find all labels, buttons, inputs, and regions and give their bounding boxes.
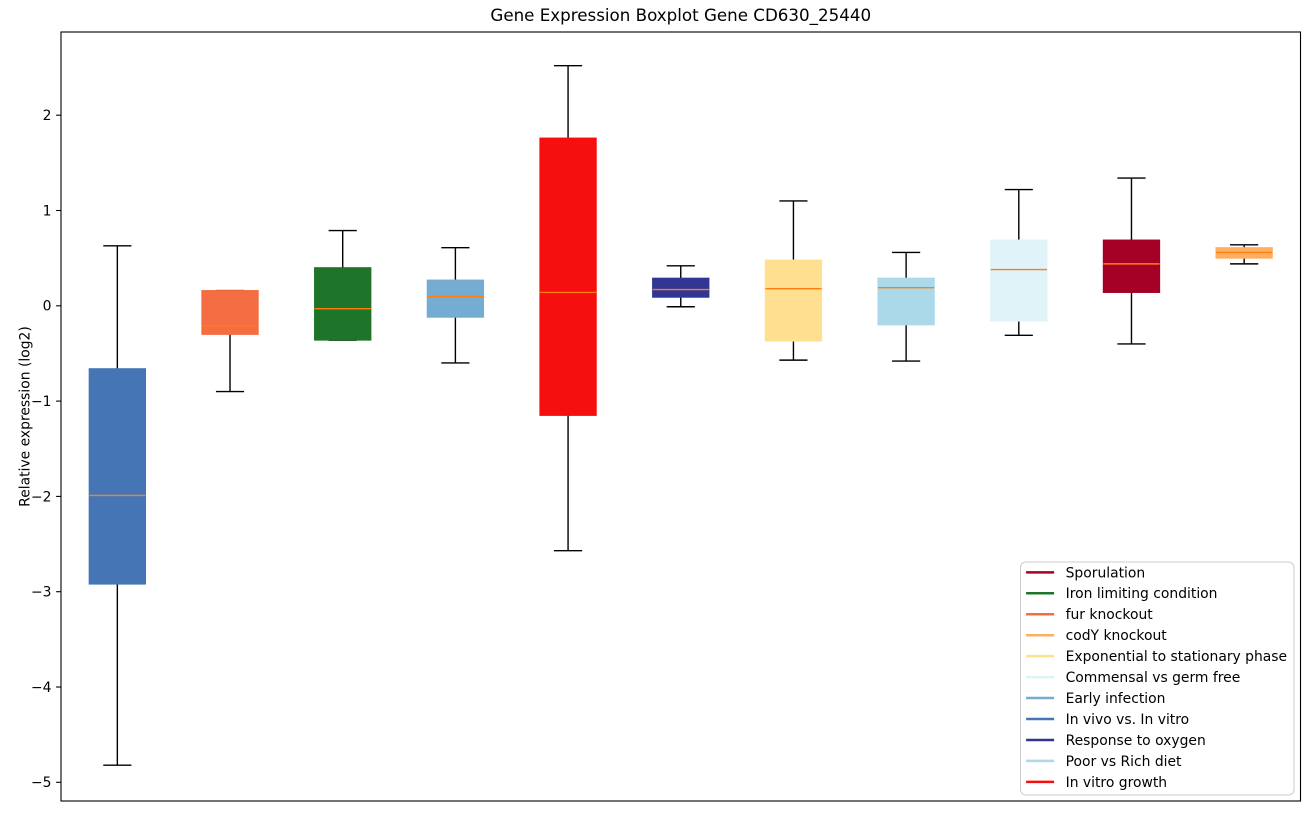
legend-label: Exponential to stationary phase bbox=[1066, 649, 1288, 665]
legend-entry: codY knockout bbox=[1026, 628, 1167, 644]
axes-frame bbox=[60, 31, 1302, 802]
y-tick-label: 0 bbox=[43, 299, 52, 315]
box-rect bbox=[426, 279, 485, 318]
legend-entry: Response to oxygen bbox=[1026, 733, 1206, 749]
boxplot-box-7 bbox=[764, 200, 823, 361]
chart-title: Gene Expression Boxplot Gene CD630_25440 bbox=[490, 5, 871, 26]
legend-label: Poor vs Rich diet bbox=[1066, 754, 1182, 770]
legend-entry: Poor vs Rich diet bbox=[1026, 754, 1182, 770]
legend-label: Response to oxygen bbox=[1066, 733, 1206, 749]
y-tick-label: −5 bbox=[31, 775, 51, 791]
boxplot-box-11 bbox=[1215, 244, 1273, 265]
box-rect bbox=[314, 267, 372, 341]
boxplot-box-8 bbox=[877, 251, 935, 362]
legend-entry: fur knockout bbox=[1026, 607, 1153, 623]
box-rect bbox=[652, 277, 710, 298]
boxplot-box-6 bbox=[652, 265, 710, 308]
box-rect bbox=[539, 137, 597, 416]
y-axis-label: Relative expression (log2) bbox=[18, 326, 34, 507]
boxplot-box-3 bbox=[314, 229, 372, 341]
box-rect bbox=[990, 239, 1048, 322]
box-rect bbox=[764, 259, 823, 342]
boxplot-box-9 bbox=[990, 188, 1048, 337]
legend-label: In vivo vs. In vitro bbox=[1066, 712, 1190, 728]
y-tick-label: −1 bbox=[31, 394, 51, 410]
legend-label: Early infection bbox=[1066, 691, 1166, 707]
y-tick-label: −4 bbox=[31, 680, 52, 696]
legend-label: fur knockout bbox=[1066, 607, 1154, 623]
legend-label: Commensal vs germ free bbox=[1066, 670, 1241, 686]
boxplot-box-4 bbox=[426, 246, 485, 364]
boxplot-box-10 bbox=[1102, 177, 1161, 345]
legend-label: codY knockout bbox=[1066, 628, 1168, 644]
boxplot-box-5 bbox=[539, 64, 597, 552]
boxes-layer bbox=[88, 64, 1273, 766]
axes-layer: 2 1 0 −1 −2 −3 −4 −5 bbox=[31, 31, 1302, 802]
y-tick-label: −2 bbox=[31, 489, 51, 505]
box-rect bbox=[1102, 239, 1161, 293]
box-rect bbox=[201, 290, 259, 335]
legend-layer: Sporulation Iron limiting condition fur kn… bbox=[1020, 561, 1295, 796]
y-tick-label: −3 bbox=[31, 585, 51, 601]
legend-entry: In vitro growth bbox=[1026, 775, 1167, 791]
box-rect bbox=[877, 277, 935, 326]
legend-entry: Early infection bbox=[1026, 691, 1165, 707]
legend-label: In vitro growth bbox=[1066, 775, 1168, 791]
legend-entry: In vivo vs. In vitro bbox=[1026, 712, 1189, 728]
legend-entry: Sporulation bbox=[1026, 565, 1145, 581]
y-tick-label: 2 bbox=[43, 108, 52, 124]
legend-frame bbox=[1020, 561, 1295, 796]
legend-label: Iron limiting condition bbox=[1066, 586, 1218, 602]
legend-entry: Exponential to stationary phase bbox=[1026, 649, 1287, 665]
y-tick-label: 1 bbox=[43, 203, 52, 219]
legend-entry: Iron limiting condition bbox=[1026, 586, 1218, 602]
legend-label: Sporulation bbox=[1066, 565, 1146, 581]
boxplot-box-1 bbox=[88, 245, 147, 766]
boxplot-box-2 bbox=[201, 289, 259, 393]
legend-entry: Commensal vs germ free bbox=[1026, 670, 1240, 686]
box-rect bbox=[88, 368, 147, 585]
